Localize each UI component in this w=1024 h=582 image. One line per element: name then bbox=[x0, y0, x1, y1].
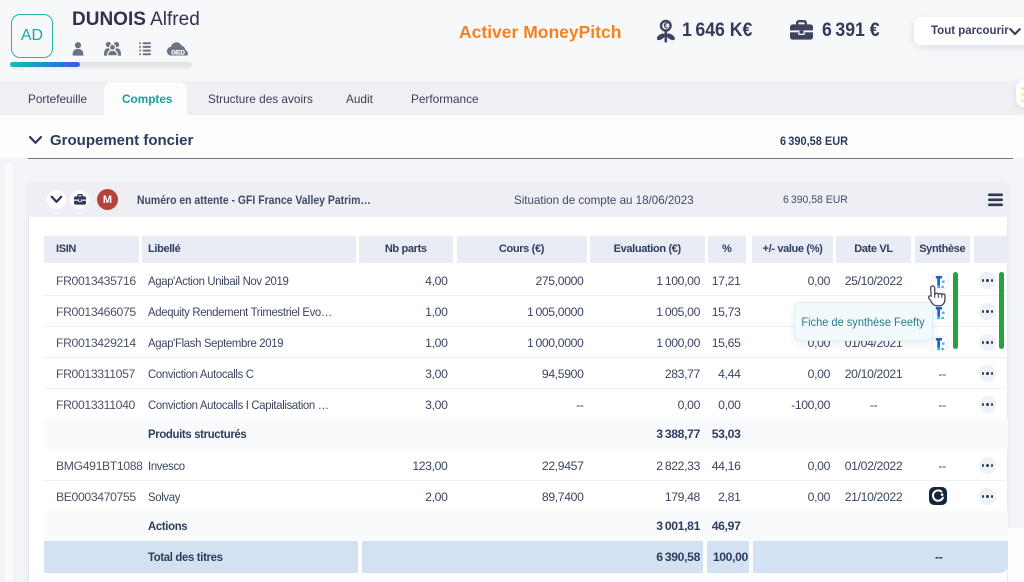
svg-text:€: € bbox=[664, 22, 669, 31]
svg-text:GED: GED bbox=[171, 50, 185, 57]
